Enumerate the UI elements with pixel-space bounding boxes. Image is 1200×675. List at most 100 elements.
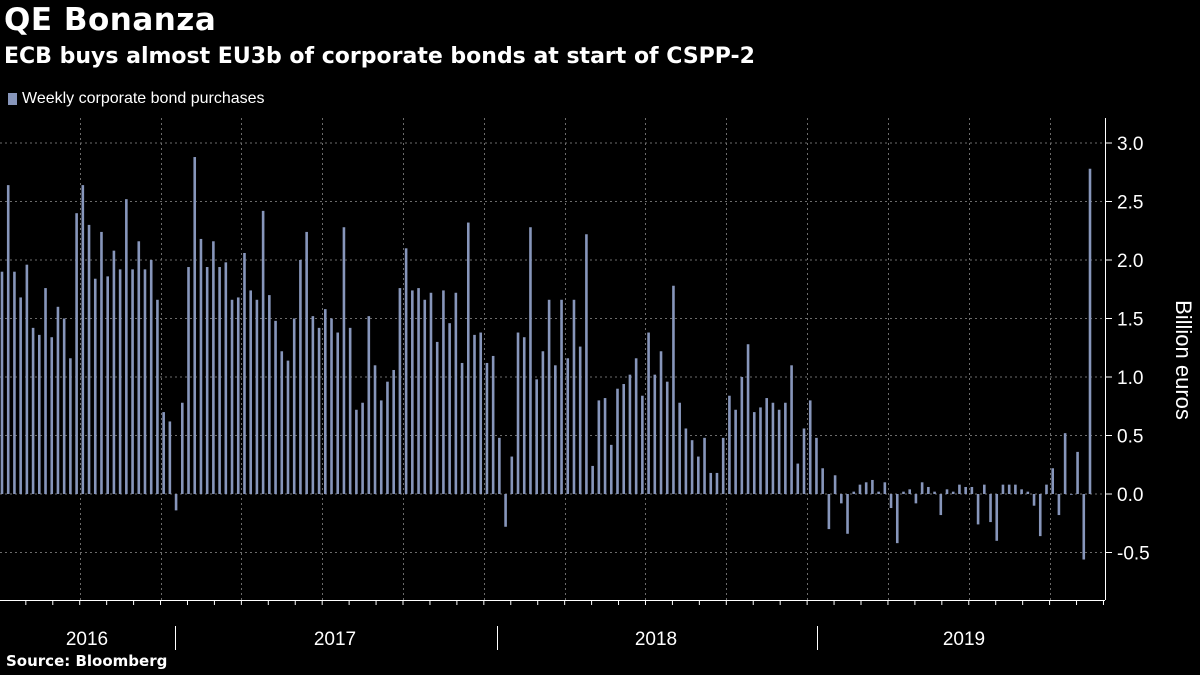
bar xyxy=(989,494,992,523)
bar xyxy=(1057,494,1061,516)
bar xyxy=(734,409,737,494)
bar xyxy=(572,299,576,494)
gridlines xyxy=(0,118,1105,600)
bar xyxy=(908,489,911,494)
legend-label: Weekly corporate bond purchases xyxy=(22,90,265,107)
bar xyxy=(920,482,924,494)
y-tick-label: 2.0 xyxy=(1117,251,1143,272)
bar xyxy=(168,421,172,494)
bar xyxy=(647,332,650,494)
bar xyxy=(1088,168,1092,495)
x-year-label: 2018 xyxy=(635,629,677,650)
bar xyxy=(336,332,340,494)
bar xyxy=(777,409,781,494)
bar xyxy=(1032,494,1036,506)
bar xyxy=(802,428,806,494)
bar xyxy=(970,486,974,494)
bar xyxy=(106,276,109,494)
bar xyxy=(243,252,246,494)
bar xyxy=(653,374,657,494)
bar xyxy=(174,494,178,511)
bar xyxy=(516,332,520,494)
bar xyxy=(299,260,302,494)
bar xyxy=(87,224,91,494)
bar xyxy=(585,234,588,494)
bar xyxy=(1051,468,1054,494)
bar xyxy=(945,489,949,494)
bar xyxy=(697,456,700,494)
bar xyxy=(609,444,613,494)
bar xyxy=(560,299,563,494)
bar xyxy=(317,327,321,494)
bar xyxy=(423,299,427,494)
bar xyxy=(473,334,476,494)
bar xyxy=(224,262,228,494)
bar xyxy=(193,157,197,495)
bar xyxy=(958,484,961,494)
bar xyxy=(510,456,514,494)
bar xyxy=(50,337,54,494)
bar xyxy=(740,377,744,494)
bar xyxy=(187,267,190,494)
bar xyxy=(889,494,893,509)
bar xyxy=(69,358,72,494)
bar xyxy=(131,269,134,494)
bar xyxy=(491,355,495,494)
bar xyxy=(1038,494,1042,537)
bar xyxy=(38,334,41,494)
bar xyxy=(840,494,843,504)
bar xyxy=(373,365,377,494)
bar xyxy=(13,271,16,494)
bar xyxy=(672,285,675,494)
bar xyxy=(181,402,184,494)
source-note: Source: Bloomberg xyxy=(6,652,168,670)
bar xyxy=(93,278,97,494)
bar xyxy=(554,365,557,494)
bar xyxy=(983,484,986,494)
bar xyxy=(721,437,725,494)
bar xyxy=(616,388,619,494)
bar xyxy=(367,316,371,494)
bar xyxy=(665,381,669,494)
bar xyxy=(852,491,856,494)
bar xyxy=(703,437,706,494)
bar xyxy=(535,379,538,494)
y-tick-label: 0.0 xyxy=(1117,485,1143,506)
bar xyxy=(62,318,66,494)
bar xyxy=(678,402,681,494)
bar xyxy=(684,428,688,494)
bar xyxy=(485,362,489,494)
bar xyxy=(883,482,887,494)
bar xyxy=(330,318,333,494)
bar xyxy=(143,269,147,494)
bar xyxy=(902,491,905,494)
bar xyxy=(1020,489,1023,494)
bar xyxy=(25,264,29,494)
bar xyxy=(392,369,395,494)
bar xyxy=(286,360,290,494)
bar xyxy=(728,395,731,494)
bar xyxy=(1007,484,1011,494)
chart-title: QE Bonanza xyxy=(4,2,217,38)
bar xyxy=(790,365,793,494)
bar xyxy=(690,440,694,494)
bar xyxy=(342,227,346,495)
bar xyxy=(479,332,483,494)
bar xyxy=(566,358,570,494)
y-tick-label: 0.5 xyxy=(1117,427,1143,448)
bar xyxy=(249,290,252,494)
bar xyxy=(100,231,103,495)
y-tick-label: 2.5 xyxy=(1117,193,1143,214)
y-tick-label: 3.0 xyxy=(1117,134,1143,155)
bar xyxy=(81,185,85,494)
bar xyxy=(715,472,719,494)
bar xyxy=(622,384,626,494)
bar xyxy=(348,327,352,494)
bar xyxy=(19,297,22,494)
bar xyxy=(603,398,607,494)
bar xyxy=(162,412,165,494)
bar xyxy=(355,409,358,494)
legend-swatch xyxy=(8,93,17,105)
bar xyxy=(641,395,644,494)
